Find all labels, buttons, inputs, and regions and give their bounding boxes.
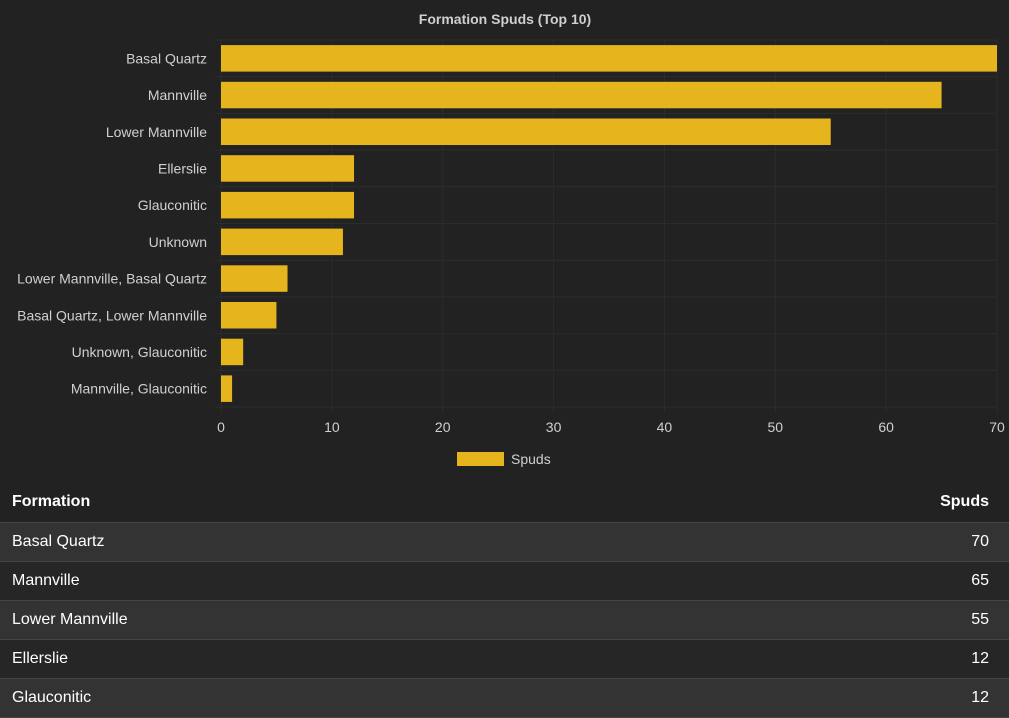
- bar: [221, 81, 942, 109]
- y-category-label: Lower Mannville, Basal Quartz: [17, 271, 207, 287]
- table-row: Basal Quartz 70: [0, 522, 1009, 562]
- table-row: Glauconitic 12: [0, 678, 1009, 718]
- x-tick-label: 0: [217, 419, 225, 435]
- x-tick-label: 50: [767, 419, 783, 435]
- bar: [221, 265, 288, 292]
- y-category-label: Basal Quartz, Lower Mannville: [17, 307, 207, 323]
- x-tick-label: 60: [878, 419, 894, 435]
- bars: [221, 45, 997, 402]
- column-header-formation[interactable]: Formation: [0, 481, 700, 523]
- formation-spuds-chart: Formation Spuds (Top 10) Basal Quartz Man…: [0, 0, 1009, 480]
- y-category-label: Mannville: [148, 87, 207, 103]
- bar: [221, 302, 277, 329]
- category-labels: Basal Quartz Mannville Lower Mannville Elle…: [17, 50, 207, 396]
- x-axis-ticks: 0 10 20 30 40 50 60 70: [217, 419, 1005, 435]
- cell-formation: Mannville: [0, 561, 700, 601]
- cell-formation: Lower Mannville: [0, 600, 700, 640]
- table-header-row: Formation Spuds: [0, 481, 1009, 523]
- bar: [221, 191, 355, 219]
- x-tick-label: 70: [989, 419, 1005, 435]
- chart-background: [0, 0, 1009, 480]
- table-row: Lower Mannville 55: [0, 600, 1009, 640]
- y-category-label: Mannville, Glauconitic: [71, 381, 207, 397]
- bar: [221, 118, 831, 145]
- cell-formation: Glauconitic: [0, 678, 700, 718]
- bar: [221, 228, 343, 256]
- x-tick-label: 30: [546, 419, 562, 435]
- bar: [221, 338, 244, 366]
- y-category-label: Unknown: [149, 234, 207, 250]
- y-category-label: Lower Mannville: [106, 124, 207, 140]
- cell-spuds: 65: [700, 561, 1009, 601]
- table-row: Mannville 65: [0, 561, 1009, 601]
- legend-label[interactable]: Spuds: [511, 451, 551, 467]
- chart-svg: Formation Spuds (Top 10) Basal Quartz Man…: [0, 0, 1009, 480]
- cell-spuds: 70: [700, 522, 1009, 562]
- chart-title: Formation Spuds (Top 10): [419, 11, 591, 27]
- cell-spuds: 12: [700, 678, 1009, 718]
- cell-formation: Ellerslie: [0, 639, 700, 679]
- y-category-label: Basal Quartz: [126, 50, 207, 66]
- column-header-spuds[interactable]: Spuds: [700, 481, 1009, 523]
- y-category-label: Unknown, Glauconitic: [72, 344, 207, 360]
- x-tick-label: 40: [657, 419, 673, 435]
- x-tick-label: 10: [324, 419, 340, 435]
- x-tick-label: 20: [435, 419, 451, 435]
- bar: [221, 45, 997, 72]
- legend[interactable]: Spuds: [457, 451, 551, 467]
- legend-swatch[interactable]: [457, 452, 504, 466]
- bar: [221, 375, 233, 402]
- y-category-label: Glauconitic: [138, 197, 207, 213]
- cell-formation: Basal Quartz: [0, 522, 700, 562]
- table-row: Ellerslie 12: [0, 639, 1009, 679]
- bar: [221, 155, 355, 182]
- cell-spuds: 12: [700, 639, 1009, 679]
- y-category-label: Ellerslie: [158, 160, 207, 176]
- formation-table: Formation Spuds Basal Quartz 70 Mannvill…: [0, 481, 1009, 718]
- cell-spuds: 55: [700, 600, 1009, 640]
